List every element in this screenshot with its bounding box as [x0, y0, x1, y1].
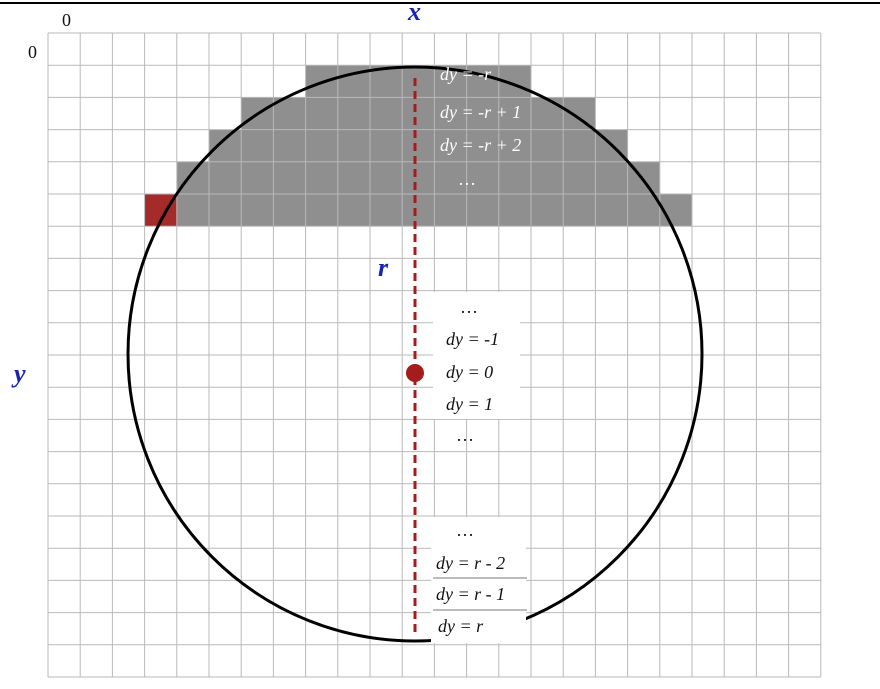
shaded-row-2: [241, 97, 596, 130]
row-label-top-ellipsis: …: [458, 169, 476, 189]
row-label-minus-r-plus-2: dy = -r + 2: [440, 135, 521, 155]
row-label-r: dy = r: [438, 616, 484, 636]
row-label-minus-r-plus-1: dy = -r + 1: [440, 102, 521, 122]
row-label-minus-1: dy = -1: [446, 329, 499, 349]
row-label-0: dy = 0: [446, 362, 493, 382]
circle-outline: [126, 65, 704, 643]
row-label-r-minus-2: dy = r - 2: [436, 553, 505, 573]
y-origin-label: 0: [28, 42, 37, 62]
center-point: [406, 364, 424, 382]
radius-label: r: [378, 253, 389, 282]
row-label-1: dy = 1: [446, 394, 493, 414]
row-label-minus-r: dy = -r: [440, 64, 492, 84]
bottom-label-box: [431, 517, 526, 643]
row-label-bottom-ellipsis: …: [456, 520, 474, 540]
row-label-mid-ellipsis-bottom: …: [456, 425, 474, 445]
shaded-row-1: [305, 65, 531, 98]
shaded-row-4: [176, 161, 660, 194]
x-origin-label: 0: [62, 10, 71, 30]
row-label-mid-ellipsis-top: …: [460, 297, 478, 317]
row-label-r-minus-1: dy = r - 1: [436, 584, 505, 604]
middle-label-box: [433, 292, 520, 419]
x-axis-variable: x: [407, 0, 421, 26]
y-axis-variable: y: [11, 359, 26, 388]
shaded-row-3: [209, 129, 628, 162]
shaded-scanline-rows: [144, 65, 693, 227]
